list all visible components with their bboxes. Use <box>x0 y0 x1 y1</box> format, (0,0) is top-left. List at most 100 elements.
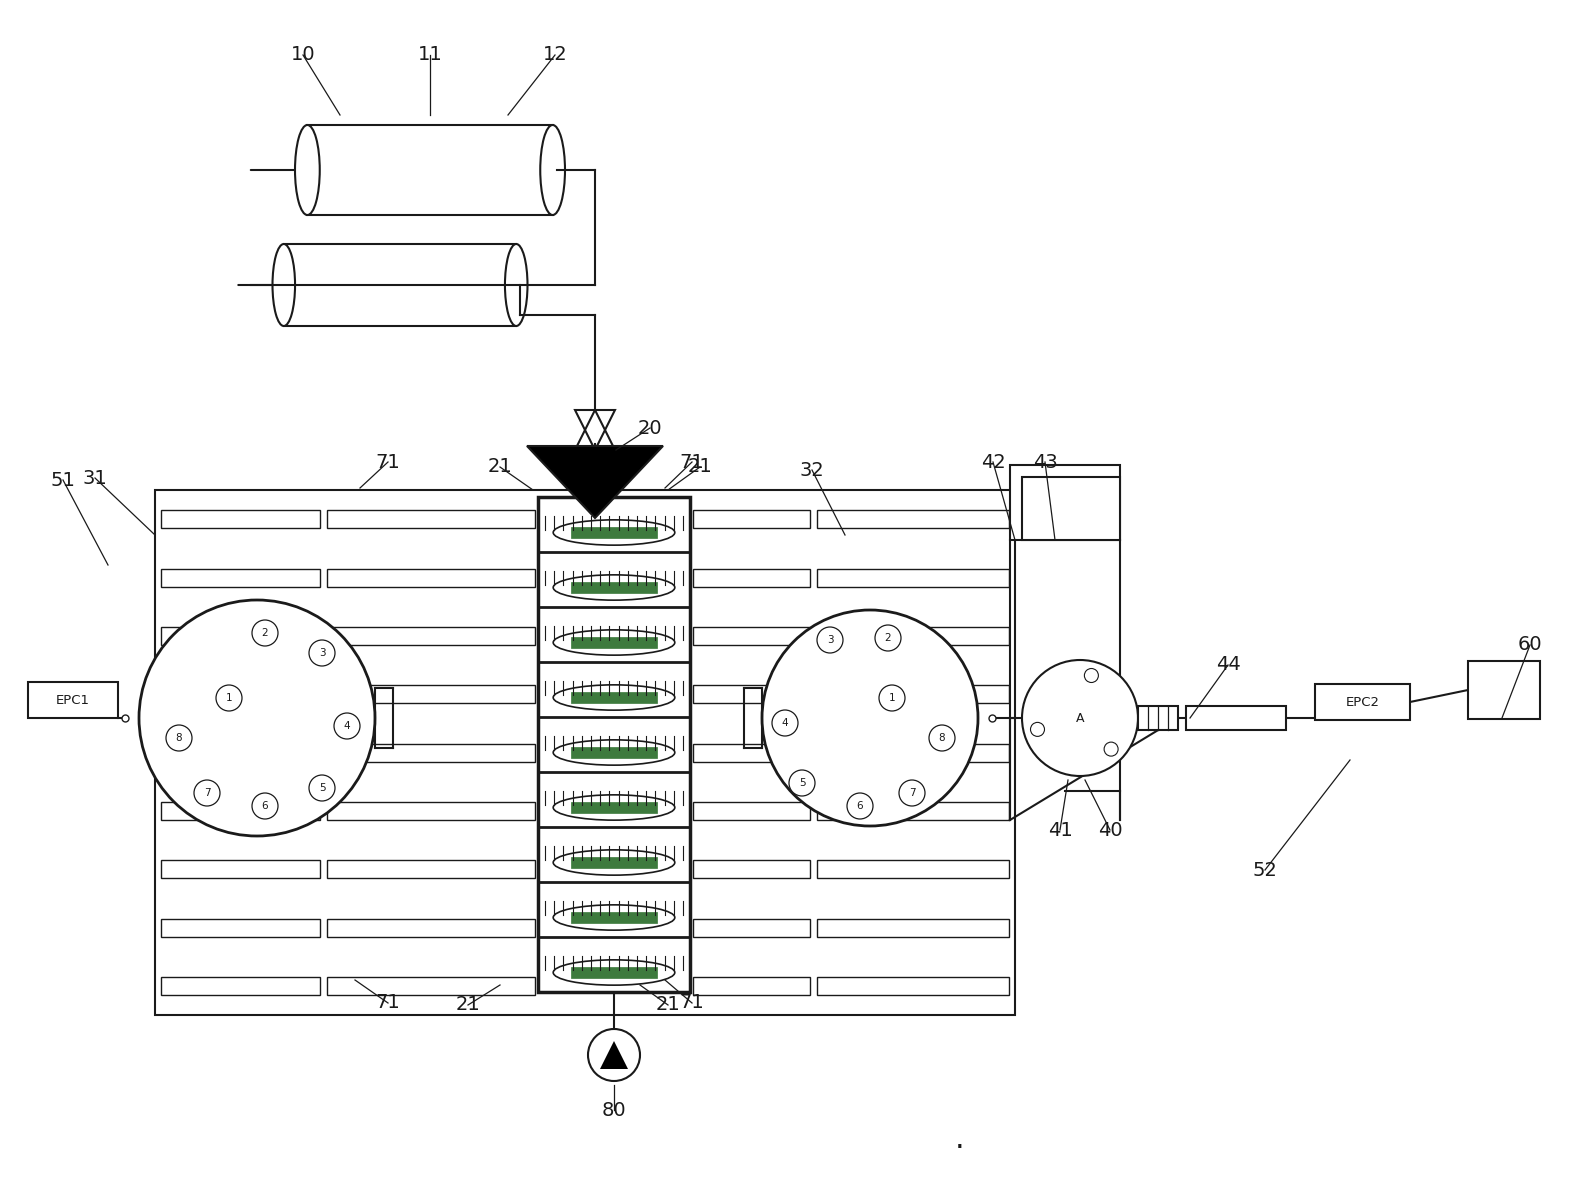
Text: 1: 1 <box>226 693 233 703</box>
Bar <box>572 528 656 537</box>
Circle shape <box>166 725 193 751</box>
Text: A: A <box>1075 711 1085 724</box>
Bar <box>572 637 656 648</box>
Bar <box>693 627 809 644</box>
Circle shape <box>929 725 954 751</box>
Bar <box>327 743 535 761</box>
Bar <box>155 490 1015 1015</box>
Text: 60: 60 <box>1518 635 1542 654</box>
Text: 3: 3 <box>827 635 833 644</box>
Text: 8: 8 <box>175 732 182 743</box>
Bar <box>817 510 1008 528</box>
Bar <box>693 977 809 995</box>
Text: 8: 8 <box>938 732 945 743</box>
Text: 40: 40 <box>1098 820 1123 839</box>
Ellipse shape <box>295 125 320 215</box>
Bar <box>327 918 535 937</box>
Circle shape <box>217 685 242 711</box>
Ellipse shape <box>505 244 527 326</box>
Bar <box>693 918 809 937</box>
Bar <box>693 860 809 879</box>
Text: 20: 20 <box>637 419 663 438</box>
Bar <box>327 685 535 703</box>
Ellipse shape <box>540 125 566 215</box>
Text: 5: 5 <box>319 784 325 793</box>
Circle shape <box>761 610 978 826</box>
Bar <box>693 510 809 528</box>
Text: 43: 43 <box>1032 453 1058 472</box>
Ellipse shape <box>553 740 675 766</box>
Bar <box>161 918 320 937</box>
Bar <box>572 583 656 592</box>
Circle shape <box>773 710 798 736</box>
Text: 12: 12 <box>543 45 567 64</box>
Bar <box>693 743 809 761</box>
Polygon shape <box>601 1042 628 1069</box>
Text: 7: 7 <box>204 788 210 798</box>
Ellipse shape <box>553 795 675 820</box>
Bar <box>284 244 516 326</box>
Ellipse shape <box>553 630 675 655</box>
Bar <box>327 627 535 644</box>
Bar <box>161 977 320 995</box>
Text: 21: 21 <box>456 995 481 1014</box>
Circle shape <box>1023 660 1137 776</box>
Bar <box>538 497 690 992</box>
Bar <box>161 510 320 528</box>
Circle shape <box>789 770 816 795</box>
Bar <box>693 568 809 586</box>
Text: 2: 2 <box>884 633 892 643</box>
Circle shape <box>847 793 873 819</box>
Text: 32: 32 <box>800 460 824 479</box>
Circle shape <box>588 1028 640 1081</box>
Circle shape <box>1085 668 1099 682</box>
Circle shape <box>252 619 279 646</box>
Text: 21: 21 <box>688 458 712 477</box>
Text: EPC2: EPC2 <box>1346 696 1380 709</box>
Bar <box>572 748 656 757</box>
Text: 3: 3 <box>319 648 325 658</box>
Text: 71: 71 <box>376 994 400 1013</box>
Ellipse shape <box>553 960 675 986</box>
Text: 80: 80 <box>602 1101 626 1120</box>
Bar <box>327 977 535 995</box>
Bar <box>1137 706 1177 730</box>
Text: 44: 44 <box>1215 655 1241 674</box>
Circle shape <box>139 600 374 836</box>
Text: 21: 21 <box>487 458 513 477</box>
Bar <box>1314 684 1410 721</box>
Bar <box>327 860 535 879</box>
Circle shape <box>309 775 335 801</box>
Bar <box>817 918 1008 937</box>
Text: 11: 11 <box>417 45 443 64</box>
Text: .: . <box>956 1126 965 1155</box>
Text: 2: 2 <box>261 628 268 638</box>
Ellipse shape <box>553 520 675 545</box>
Bar <box>817 977 1008 995</box>
Text: 6: 6 <box>261 801 268 811</box>
Bar <box>817 801 1008 820</box>
Text: 1: 1 <box>889 693 895 703</box>
Circle shape <box>252 793 279 819</box>
Polygon shape <box>527 446 663 518</box>
Bar <box>572 968 656 977</box>
Circle shape <box>898 780 926 806</box>
Text: 10: 10 <box>290 45 315 64</box>
Text: 71: 71 <box>376 453 400 472</box>
Ellipse shape <box>553 685 675 710</box>
Bar <box>817 568 1008 586</box>
Bar <box>1010 465 1120 540</box>
Bar <box>693 685 809 703</box>
Ellipse shape <box>272 244 295 326</box>
Circle shape <box>817 627 843 653</box>
Bar <box>327 568 535 586</box>
Text: 51: 51 <box>51 471 75 490</box>
Bar <box>161 627 320 644</box>
Bar <box>817 685 1008 703</box>
Text: 71: 71 <box>680 453 704 472</box>
Bar <box>1023 477 1120 540</box>
Circle shape <box>309 640 335 666</box>
Text: 4: 4 <box>782 718 789 728</box>
Circle shape <box>1031 723 1045 736</box>
Bar <box>327 801 535 820</box>
